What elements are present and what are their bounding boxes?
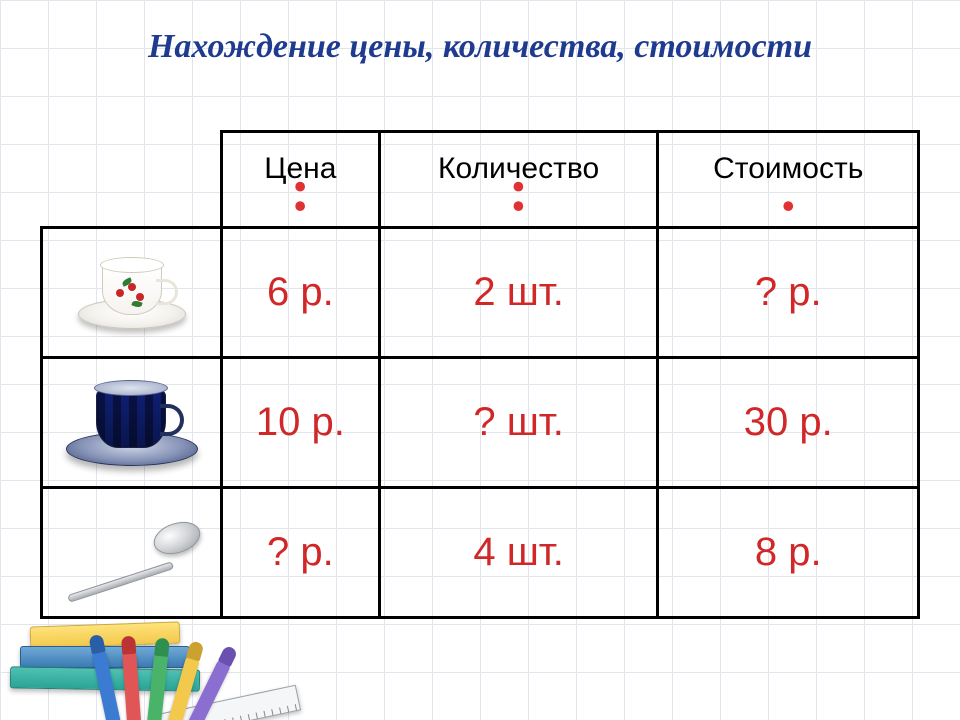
row0-icon-cell [42,228,222,358]
row2-icon-cell [42,488,222,618]
row2-qty-value: 4 шт. [473,530,563,574]
row1-price: 10 р. [222,358,380,488]
operator-total: . [660,172,916,208]
row2-total-value: 8 р. [755,530,822,574]
row2-price: ? р. [222,488,380,618]
row1-total: 30 р. [658,358,919,488]
slide-title-text: Нахождение цены, количества, стоимости [148,28,812,65]
operator-price: : [224,172,377,208]
operator-qty: : [382,172,656,208]
table-row: 6 р. 2 шт. ? р. [42,228,919,358]
table-header-row: Цена : Количество : Стоимость . [42,132,919,228]
row0-total: ? р. [658,228,919,358]
price-qty-cost-table: Цена : Количество : Стоимость . [40,130,920,619]
slide-title: Нахождение цены, количества, стоимости [0,28,960,66]
row1-qty: ? шт. [379,358,658,488]
teacup-blue-icon [62,370,202,470]
row0-price-value: 6 р. [267,270,334,314]
row1-icon-cell [42,358,222,488]
row1-price-value: 10 р. [256,400,345,444]
row1-qty-value: ? шт. [473,400,563,444]
row2-price-value: ? р. [267,530,334,574]
row0-qty-value: 2 шт. [473,270,563,314]
row0-price: 6 р. [222,228,380,358]
table-row: ? р. 4 шт. 8 р. [42,488,919,618]
row1-total-value: 30 р. [744,400,833,444]
table-row: 10 р. ? шт. 30 р. [42,358,919,488]
header-total: Стоимость . [658,132,919,228]
row2-qty: 4 шт. [379,488,658,618]
row0-qty: 2 шт. [379,228,658,358]
slide-stage: Нахождение цены, количества, стоимости Ц… [0,0,960,720]
row0-total-value: ? р. [755,270,822,314]
header-qty: Количество : [379,132,658,228]
teacup-floral-icon [72,245,192,335]
header-empty [42,132,222,228]
row2-total: 8 р. [658,488,919,618]
header-price: Цена : [222,132,380,228]
spoon-icon [57,515,207,585]
